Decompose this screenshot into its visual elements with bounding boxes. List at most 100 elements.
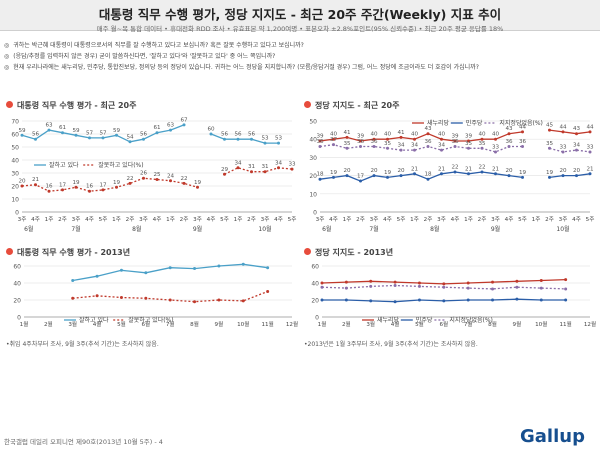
data-label: 19: [519, 170, 527, 176]
data-label: 21: [32, 177, 40, 183]
x-tick-label: 3주: [18, 216, 27, 223]
data-label: 22: [180, 176, 187, 182]
data-label: 53: [261, 136, 269, 142]
data-label: 19: [72, 180, 80, 186]
data-point: [193, 300, 197, 304]
data-point: [344, 286, 348, 290]
legend-entry: 민주당: [416, 316, 433, 324]
data-point: [369, 284, 373, 288]
page-title: 대통령 직무 수행 평가, 정당 지지도 - 최근 20주 주간(Weekly)…: [0, 0, 600, 31]
data-label: 20: [397, 168, 405, 174]
data-point: [453, 170, 457, 174]
x-tick-label: 5주: [99, 216, 108, 223]
data-label: 19: [330, 170, 338, 176]
data-label: 31: [248, 164, 256, 170]
legend-entry: 지지정당없음(%): [499, 119, 543, 127]
month-label: 8월: [132, 225, 141, 233]
data-point: [491, 280, 495, 284]
data-label: 16: [86, 184, 94, 190]
data-point: [386, 175, 389, 179]
x-tick-label: 2주: [58, 216, 67, 223]
x-tick-label: 4주: [451, 216, 460, 223]
gallup-logo: Gallup: [520, 426, 585, 447]
data-label: 36: [451, 139, 459, 145]
month-label: 9월: [491, 225, 500, 233]
y-tick-label: 40: [309, 137, 317, 144]
x-tick-label: 2주: [247, 216, 256, 223]
data-label: 56: [140, 132, 148, 138]
series-line-1: [549, 129, 591, 135]
data-point: [61, 188, 64, 192]
data-point: [426, 177, 430, 181]
data-label: 61: [153, 125, 161, 131]
data-point: [344, 280, 348, 284]
data-label: 40: [370, 132, 378, 138]
data-point: [318, 139, 322, 143]
data-point: [241, 299, 245, 303]
data-point: [440, 137, 443, 141]
data-point: [564, 298, 568, 302]
x-tick-label: 4주: [572, 216, 581, 223]
series-line-3: [549, 147, 591, 153]
data-point: [494, 137, 497, 141]
data-label: 56: [234, 132, 242, 138]
x-tick-label: 3월: [68, 320, 77, 328]
x-tick-label: 4주: [383, 216, 392, 223]
data-point: [369, 299, 373, 303]
data-point: [413, 148, 416, 152]
y-tick-label: 40: [311, 281, 319, 288]
month-label: 7월: [369, 225, 378, 233]
data-point: [359, 179, 362, 183]
x-tick-label: 4주: [505, 216, 514, 223]
data-point: [144, 296, 148, 300]
question-1: ◎ 귀하는 박근혜 대통령이 대통령으로서의 직무를 잘 수행하고 있다고 보십니…: [4, 42, 304, 49]
x-tick-label: 12월: [584, 320, 596, 328]
data-label: 24: [167, 173, 175, 179]
data-point: [101, 136, 105, 140]
data-label: 54: [126, 134, 134, 140]
data-point: [491, 298, 495, 302]
data-label: 19: [384, 170, 392, 176]
y-tick-label: 0: [15, 210, 19, 217]
bullet-icon: [304, 248, 311, 255]
data-point: [466, 281, 470, 285]
data-point: [494, 172, 497, 176]
data-point: [345, 146, 349, 150]
y-tick-label: 20: [11, 184, 19, 191]
data-point: [507, 132, 511, 136]
data-point: [453, 139, 457, 143]
data-point: [155, 178, 159, 181]
data-label: 34: [275, 160, 283, 166]
data-point: [344, 298, 348, 302]
data-point: [372, 144, 376, 148]
data-label: 34: [397, 143, 405, 149]
data-point: [442, 282, 446, 286]
data-point: [223, 137, 226, 141]
x-tick-label: 4주: [274, 216, 283, 223]
data-point: [61, 131, 64, 135]
data-label: 36: [316, 139, 324, 145]
party-chart-2013: 0 20 40 60 1월 2월 3월 4월 5월 6월 7월 8월 9월 10월 11월 12월 새누리당 민주…: [311, 264, 596, 329]
data-point: [169, 128, 172, 132]
data-point: [440, 148, 443, 152]
data-label: 33: [586, 144, 594, 150]
data-label: 20: [370, 168, 378, 174]
legend-entry: 새누리당: [427, 119, 450, 127]
data-label: 43: [573, 126, 581, 132]
data-point: [71, 296, 75, 300]
data-point: [548, 128, 551, 132]
data-point: [332, 175, 335, 179]
x-tick-label: 11월: [560, 320, 572, 328]
data-point: [95, 294, 99, 298]
x-tick-label: 9월: [513, 320, 522, 328]
x-tick-label: 3주: [370, 216, 379, 223]
x-tick-label: 1주: [234, 216, 243, 223]
data-point: [561, 130, 565, 134]
data-label: 29: [221, 167, 229, 173]
data-point: [521, 130, 524, 134]
data-label: 63: [167, 123, 175, 129]
legend-entry: 민주당: [466, 119, 483, 127]
x-tick-label: 4주: [31, 216, 40, 223]
y-tick-label: 0: [315, 315, 319, 322]
data-point: [277, 141, 280, 145]
